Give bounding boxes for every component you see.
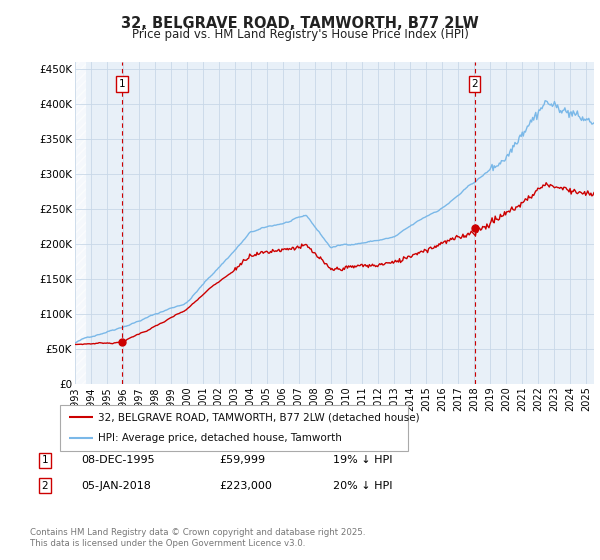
Text: 32, BELGRAVE ROAD, TAMWORTH, B77 2LW (detached house): 32, BELGRAVE ROAD, TAMWORTH, B77 2LW (de… bbox=[98, 412, 420, 422]
Text: 32, BELGRAVE ROAD, TAMWORTH, B77 2LW: 32, BELGRAVE ROAD, TAMWORTH, B77 2LW bbox=[121, 16, 479, 31]
Text: £223,000: £223,000 bbox=[219, 480, 272, 491]
Text: Price paid vs. HM Land Registry's House Price Index (HPI): Price paid vs. HM Land Registry's House … bbox=[131, 28, 469, 41]
Text: 19% ↓ HPI: 19% ↓ HPI bbox=[333, 455, 392, 465]
Text: 08-DEC-1995: 08-DEC-1995 bbox=[81, 455, 155, 465]
Text: 1: 1 bbox=[118, 79, 125, 89]
Text: £59,999: £59,999 bbox=[219, 455, 265, 465]
FancyBboxPatch shape bbox=[60, 405, 408, 451]
Text: 1: 1 bbox=[41, 455, 49, 465]
Text: 2: 2 bbox=[41, 480, 49, 491]
Text: 05-JAN-2018: 05-JAN-2018 bbox=[81, 480, 151, 491]
Text: HPI: Average price, detached house, Tamworth: HPI: Average price, detached house, Tamw… bbox=[98, 433, 342, 444]
Bar bbox=[75, 62, 86, 384]
Text: 20% ↓ HPI: 20% ↓ HPI bbox=[333, 480, 392, 491]
Text: 2: 2 bbox=[471, 79, 478, 89]
Text: Contains HM Land Registry data © Crown copyright and database right 2025.
This d: Contains HM Land Registry data © Crown c… bbox=[30, 528, 365, 548]
